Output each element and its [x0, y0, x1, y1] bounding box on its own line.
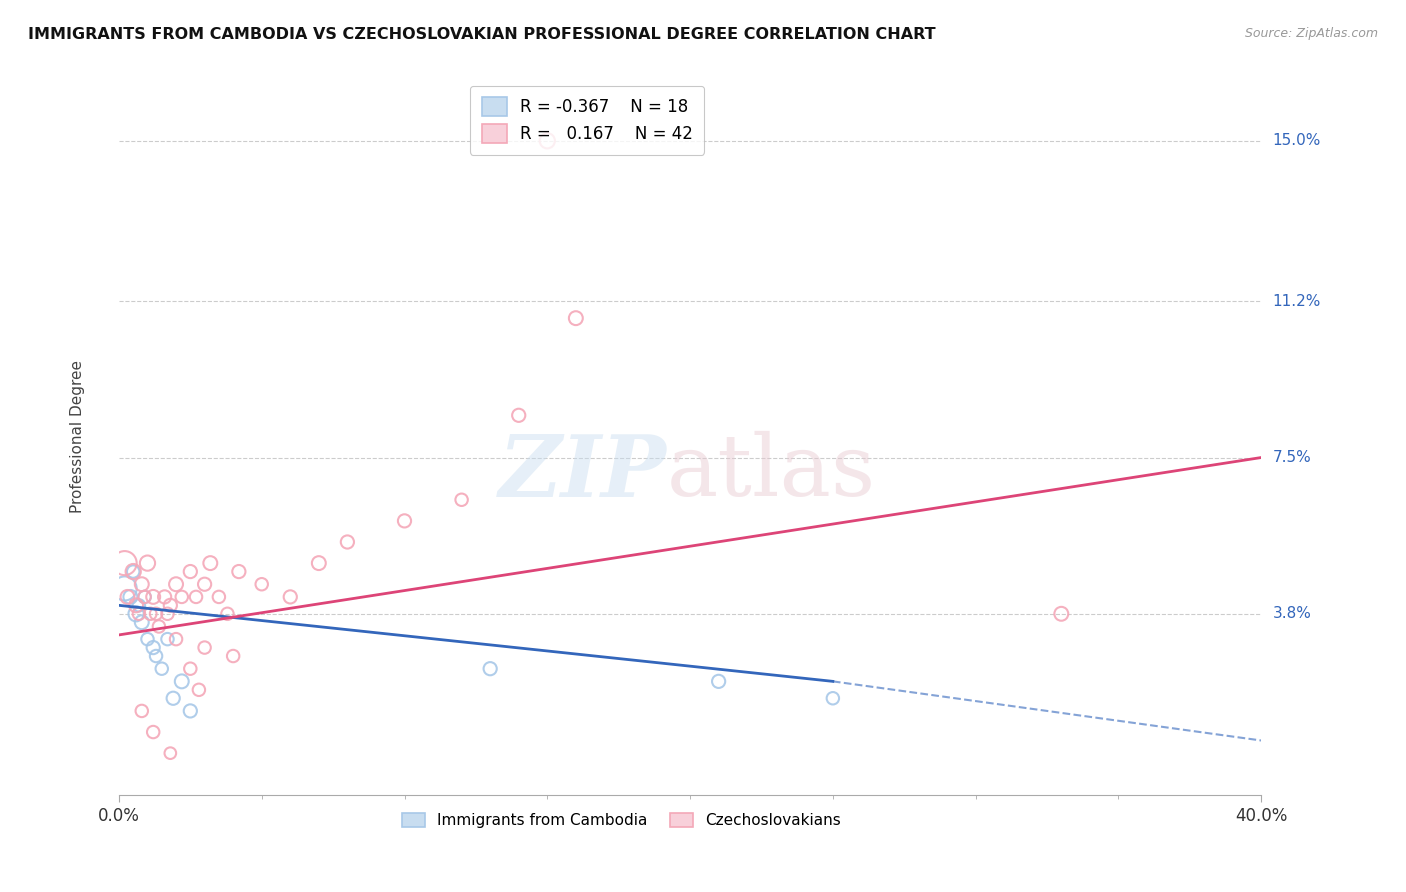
Text: 3.8%: 3.8%	[1272, 607, 1312, 622]
Point	[142, 725, 165, 739]
Point	[162, 691, 184, 706]
Point	[125, 599, 148, 613]
Point	[156, 632, 179, 647]
Point	[136, 556, 159, 570]
Point	[131, 615, 153, 630]
Point	[217, 607, 239, 621]
Point	[156, 607, 179, 621]
Point	[139, 607, 162, 621]
Point	[821, 691, 844, 706]
Point	[145, 607, 167, 621]
Point	[308, 556, 330, 570]
Point	[170, 674, 193, 689]
Point	[122, 565, 145, 579]
Point	[136, 632, 159, 647]
Point	[165, 632, 187, 647]
Point	[142, 590, 165, 604]
Point	[165, 577, 187, 591]
Point	[208, 590, 231, 604]
Point	[565, 311, 588, 326]
Point	[450, 492, 472, 507]
Point	[179, 565, 201, 579]
Point	[222, 648, 245, 663]
Point	[228, 565, 250, 579]
Point	[194, 640, 217, 655]
Point	[142, 640, 165, 655]
Point	[134, 590, 156, 604]
Text: ZIP: ZIP	[499, 431, 668, 514]
Point	[128, 599, 150, 613]
Point	[278, 590, 301, 604]
Point	[508, 409, 530, 423]
Point	[170, 590, 193, 604]
Text: 11.2%: 11.2%	[1272, 293, 1320, 309]
Text: Professional Degree: Professional Degree	[70, 359, 84, 513]
Point	[536, 134, 558, 148]
Text: 15.0%: 15.0%	[1272, 133, 1320, 148]
Point	[179, 704, 201, 718]
Point	[128, 607, 150, 621]
Point	[131, 704, 153, 718]
Legend: Immigrants from Cambodia, Czechoslovakians: Immigrants from Cambodia, Czechoslovakia…	[395, 806, 848, 834]
Point	[153, 590, 176, 604]
Point	[125, 607, 148, 621]
Text: Source: ZipAtlas.com: Source: ZipAtlas.com	[1244, 27, 1378, 40]
Point	[250, 577, 273, 591]
Point	[187, 682, 209, 697]
Point	[159, 599, 181, 613]
Point	[120, 590, 142, 604]
Point	[117, 590, 139, 604]
Point	[1050, 607, 1073, 621]
Point	[336, 535, 359, 549]
Point	[184, 590, 207, 604]
Point	[131, 577, 153, 591]
Point	[194, 577, 217, 591]
Point	[394, 514, 416, 528]
Point	[479, 662, 502, 676]
Point	[114, 556, 136, 570]
Point	[134, 590, 156, 604]
Text: atlas: atlas	[668, 431, 876, 514]
Point	[148, 619, 170, 633]
Point	[159, 746, 181, 760]
Point	[150, 662, 173, 676]
Point	[707, 674, 730, 689]
Point	[179, 662, 201, 676]
Point	[114, 582, 136, 596]
Point	[145, 648, 167, 663]
Text: 7.5%: 7.5%	[1272, 450, 1310, 465]
Point	[122, 565, 145, 579]
Point	[200, 556, 222, 570]
Text: IMMIGRANTS FROM CAMBODIA VS CZECHOSLOVAKIAN PROFESSIONAL DEGREE CORRELATION CHAR: IMMIGRANTS FROM CAMBODIA VS CZECHOSLOVAK…	[28, 27, 936, 42]
